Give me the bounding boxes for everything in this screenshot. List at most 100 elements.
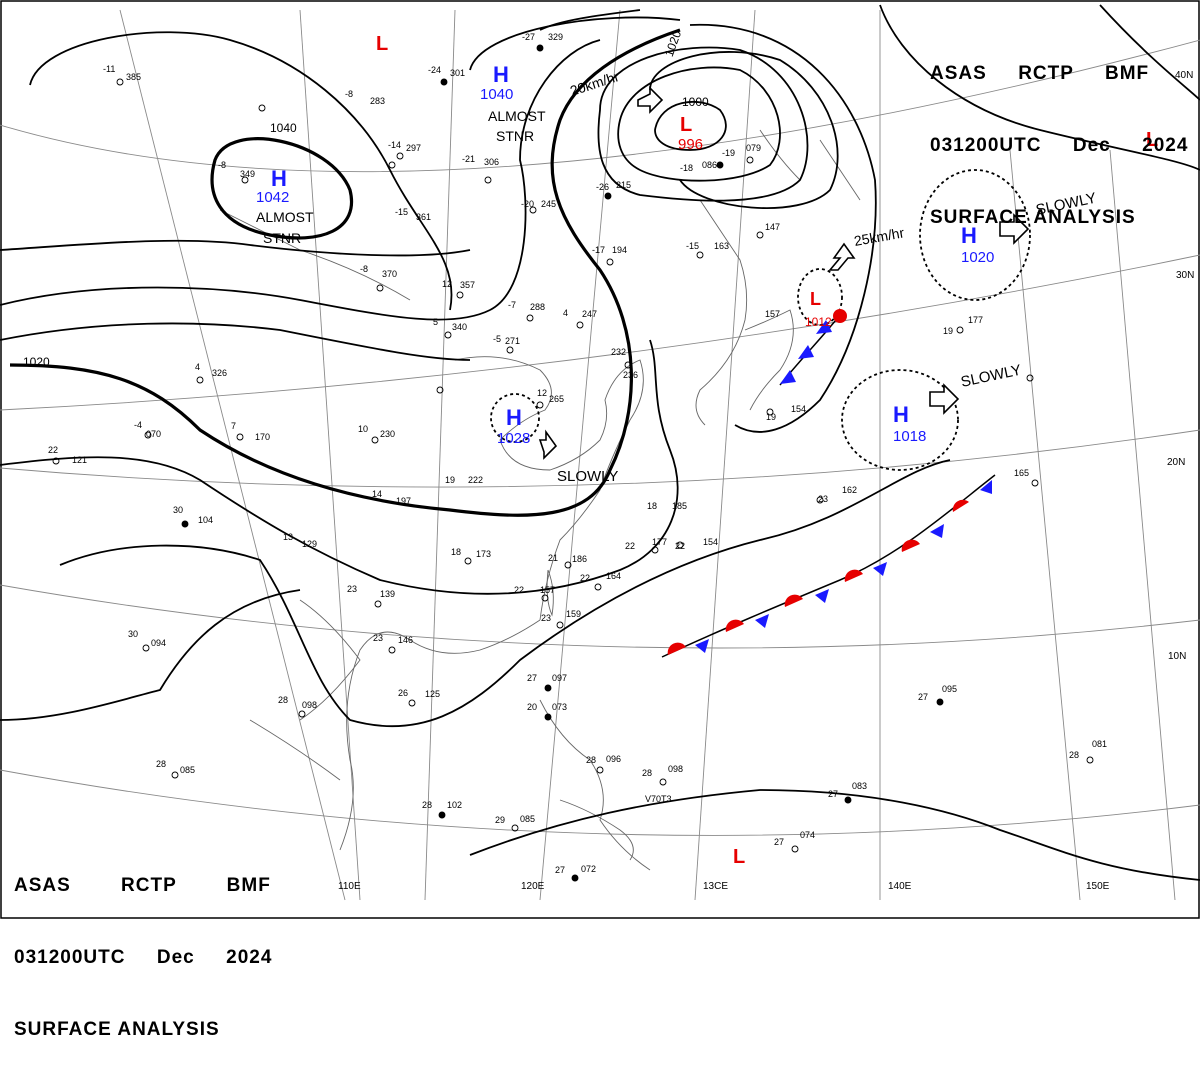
high-center-1018: H 1018 SLOWLY — [893, 362, 1023, 445]
svg-text:1020: 1020 — [662, 28, 684, 58]
svg-text:154: 154 — [703, 537, 718, 547]
svg-text:197: 197 — [396, 496, 411, 506]
svg-text:27: 27 — [555, 865, 565, 875]
high-center-1042: H 1042 ALMOST STNR — [256, 166, 314, 246]
arrow-icon — [929, 383, 960, 415]
svg-text:12: 12 — [537, 388, 547, 398]
svg-text:070: 070 — [146, 429, 161, 439]
svg-text:-18: -18 — [680, 163, 693, 173]
svg-text:STNR: STNR — [263, 230, 301, 246]
svg-text:12: 12 — [442, 279, 452, 289]
svg-text:-26: -26 — [596, 182, 609, 192]
svg-text:22: 22 — [514, 585, 524, 595]
svg-text:-20: -20 — [521, 199, 534, 209]
svg-text:163: 163 — [714, 241, 729, 251]
svg-text:5: 5 — [433, 317, 438, 327]
low-center-east: L — [1146, 129, 1158, 151]
speed-labels: 20km/hr 25km/hr — [568, 68, 906, 249]
svg-text:STNR: STNR — [496, 128, 534, 144]
svg-text:159: 159 — [566, 609, 581, 619]
header-month: Dec — [156, 947, 195, 968]
svg-text:27: 27 — [828, 789, 838, 799]
svg-text:1000: 1000 — [682, 95, 709, 109]
weather-map: -11 385 -8 349 -15 361 -8 370 12 357 5 340 -7 2… — [0, 0, 1200, 919]
svg-text:20: 20 — [527, 702, 537, 712]
svg-text:104: 104 — [198, 515, 213, 525]
svg-text:28: 28 — [642, 768, 652, 778]
svg-text:1012: 1012 — [805, 315, 832, 329]
arrow-icon — [538, 429, 558, 460]
svg-text:236: 236 — [623, 370, 638, 380]
svg-text:H: H — [893, 402, 909, 427]
svg-text:306: 306 — [484, 157, 499, 167]
svg-text:288: 288 — [530, 302, 545, 312]
movement-arrows — [538, 86, 1030, 460]
svg-text:29: 29 — [495, 815, 505, 825]
svg-text:349: 349 — [240, 169, 255, 179]
svg-text:L: L — [680, 114, 692, 136]
svg-text:1020: 1020 — [23, 355, 50, 369]
arrow-icon — [999, 213, 1030, 245]
svg-text:085: 085 — [180, 765, 195, 775]
svg-text:L: L — [810, 289, 821, 309]
svg-text:40N: 40N — [1175, 70, 1193, 81]
svg-text:H: H — [271, 166, 287, 191]
high-center-1028: H 1028 SLOWLY — [497, 405, 618, 485]
header-code: BMF — [1105, 63, 1150, 84]
svg-text:-15: -15 — [395, 207, 408, 217]
svg-text:-4: -4 — [134, 420, 142, 430]
svg-text:340: 340 — [452, 322, 467, 332]
svg-text:-11: -11 — [103, 64, 115, 74]
svg-text:194: 194 — [612, 245, 627, 255]
svg-text:215: 215 — [616, 180, 631, 190]
svg-text:-17: -17 — [592, 245, 605, 255]
svg-text:120E: 120E — [521, 881, 545, 892]
svg-text:18: 18 — [451, 547, 461, 557]
svg-text:326: 326 — [212, 368, 227, 378]
header-station: RCTP — [1018, 63, 1074, 84]
svg-text:073: 073 — [552, 702, 567, 712]
header-year: 2024 — [226, 947, 273, 968]
svg-text:SLOWLY: SLOWLY — [959, 362, 1023, 391]
svg-text:1040: 1040 — [270, 121, 297, 135]
svg-text:23: 23 — [541, 613, 551, 623]
header-title: SURFACE ANALYSIS — [930, 207, 1136, 228]
svg-text:996: 996 — [678, 136, 703, 153]
svg-text:22: 22 — [675, 541, 685, 551]
svg-text:370: 370 — [382, 269, 397, 279]
svg-text:361: 361 — [416, 212, 431, 222]
svg-text:22: 22 — [48, 445, 58, 455]
svg-text:357: 357 — [460, 280, 475, 290]
svg-text:245: 245 — [541, 199, 556, 209]
svg-text:28: 28 — [422, 800, 432, 810]
svg-text:22: 22 — [580, 573, 590, 583]
header-top-right: ASAS RCTP BMF 031200UTC Dec 2024 SURFACE… — [930, 14, 1188, 254]
svg-text:25km/hr: 25km/hr — [853, 224, 906, 249]
svg-text:222: 222 — [468, 475, 483, 485]
svg-text:095: 095 — [942, 684, 957, 694]
svg-text:083: 083 — [852, 781, 867, 791]
svg-text:H: H — [506, 405, 522, 430]
svg-text:30N: 30N — [1176, 270, 1194, 281]
svg-text:121: 121 — [72, 455, 87, 465]
svg-text:-27: -27 — [522, 32, 535, 42]
svg-text:21: 21 — [548, 553, 558, 563]
svg-text:139: 139 — [380, 589, 395, 599]
svg-text:19: 19 — [445, 475, 455, 485]
svg-text:-21: -21 — [462, 154, 475, 164]
svg-text:154: 154 — [791, 404, 806, 414]
svg-text:22: 22 — [625, 541, 635, 551]
svg-text:140E: 140E — [888, 881, 912, 892]
svg-text:186: 186 — [572, 554, 587, 564]
svg-text:072: 072 — [581, 864, 596, 874]
svg-text:V70T3: V70T3 — [645, 794, 672, 804]
svg-text:SLOWLY: SLOWLY — [557, 468, 618, 485]
svg-text:173: 173 — [476, 549, 491, 559]
svg-text:230: 230 — [380, 429, 395, 439]
header-agency: ASAS — [930, 63, 987, 84]
svg-text:-8: -8 — [218, 160, 226, 170]
svg-text:23: 23 — [373, 633, 383, 643]
svg-text:19: 19 — [766, 412, 776, 422]
svg-text:-15: -15 — [686, 241, 699, 251]
svg-text:1042: 1042 — [256, 189, 289, 206]
